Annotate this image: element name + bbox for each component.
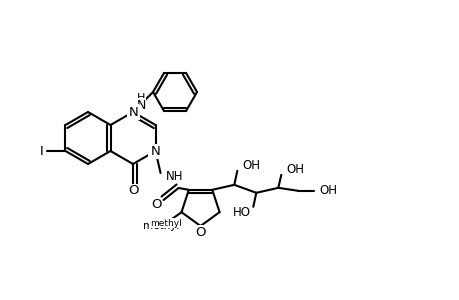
Text: N: N — [129, 106, 139, 118]
Text: N: N — [136, 98, 146, 112]
Text: N: N — [148, 146, 158, 158]
Text: O: O — [195, 226, 205, 238]
Text: O: O — [128, 184, 138, 197]
Text: OH: OH — [285, 163, 304, 176]
Text: N: N — [129, 106, 139, 119]
Text: I: I — [39, 145, 43, 158]
Text: N: N — [128, 104, 138, 118]
Text: OH: OH — [242, 159, 260, 172]
Text: NH: NH — [165, 169, 183, 182]
Text: HO: HO — [233, 206, 251, 219]
Text: methyl: methyl — [149, 219, 181, 228]
Text: O: O — [151, 199, 162, 212]
Text: OH: OH — [319, 184, 336, 197]
Text: H: H — [136, 93, 145, 103]
Text: methyl: methyl — [143, 221, 179, 231]
Text: N: N — [151, 145, 160, 158]
